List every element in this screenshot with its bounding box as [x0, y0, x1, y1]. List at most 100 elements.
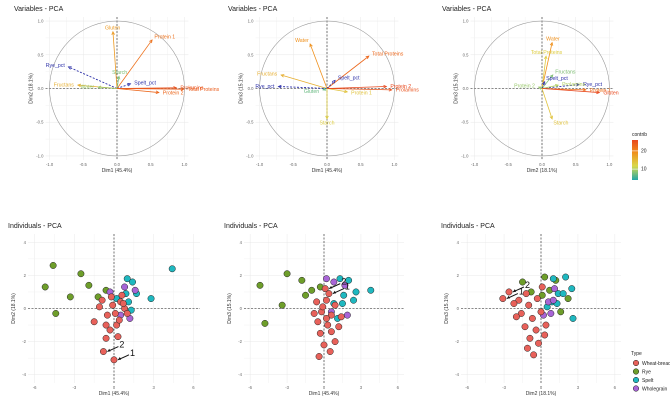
point-wheat-bread — [323, 296, 330, 304]
variable-arrow-prolamins: Prolamins — [541, 82, 586, 89]
point-wheat-bread — [321, 285, 329, 293]
y-tick-label: 1.0 — [248, 19, 254, 24]
point-spelt — [340, 291, 348, 299]
panel-title: Individuals - PCA — [441, 223, 495, 230]
point-wheat-bread — [109, 301, 117, 309]
y-tick-label: -1.0 — [246, 153, 254, 158]
x-tick-label: -0.5 — [505, 162, 513, 167]
point-wheat-bread — [331, 338, 339, 346]
variable-arrow-spelt-pct: Spelt_pct — [116, 80, 156, 89]
type-legend-item-wheat-bread: Wheat-bread — [632, 359, 670, 367]
arrow-head — [331, 79, 336, 84]
point-wheat-bread — [537, 308, 545, 316]
variable-label: Water — [80, 85, 94, 91]
y-tick-label: 0 — [240, 306, 243, 311]
point-wheat-bread — [526, 334, 534, 342]
arrow-head — [67, 66, 72, 70]
arrow-shaft — [541, 81, 546, 89]
point-rye — [557, 308, 565, 316]
point-wheat-bread — [538, 283, 546, 291]
x-tick-label: -1.0 — [46, 162, 54, 167]
panel-5: Individuals - PCA -6 -3 0 3 6 -4 -2 0 2 4 Dim1 (45.… — [224, 223, 404, 397]
point-wheat-bread — [522, 290, 530, 298]
variable-arrow-rye-pct: Rye_pct — [541, 82, 603, 89]
point-wheat-bread — [505, 288, 513, 296]
x-tick-label: -0.5 — [80, 162, 88, 167]
variable-label: Gluten — [603, 91, 618, 97]
point-wheat-bread — [110, 356, 118, 364]
arrow-head — [554, 83, 560, 88]
arrow-head — [325, 115, 329, 120]
point-rye — [49, 262, 57, 269]
point-rye — [541, 273, 549, 281]
x-tick-label: -3 — [502, 385, 506, 390]
point-wholegrain — [547, 310, 555, 317]
variable-arrow-starch: Starch — [541, 88, 568, 126]
point-wheat-bread — [111, 310, 119, 317]
point-rye — [538, 291, 546, 299]
y-tick-label: 2 — [457, 273, 460, 278]
point-wheat-bread — [103, 311, 111, 319]
arrow-shaft — [112, 31, 118, 89]
point-spelt — [345, 276, 353, 284]
correlation-circle — [49, 20, 185, 157]
x-axis-title: Dim1 (45.4%) — [99, 391, 130, 397]
point-wheat-bread — [542, 321, 550, 329]
legend-label: Rye — [642, 369, 651, 375]
point-wheat-bread — [95, 303, 103, 311]
x-tick-label: 6 — [192, 385, 195, 390]
point-label: 2 — [525, 280, 530, 290]
correlation-circle — [474, 20, 610, 157]
point-wheat-bread — [99, 348, 107, 355]
y-axis-title: Dim2 (18.1%) — [11, 293, 17, 324]
y-tick-label: -2 — [238, 339, 242, 344]
type-legend-title: Type — [631, 351, 642, 357]
type-legend-item-wholegrain: Wholegrain — [632, 385, 668, 392]
variable-label: Protein 2 — [390, 84, 411, 90]
point-wheat-bread — [314, 318, 322, 326]
x-tick-label: -1.0 — [471, 162, 479, 167]
point-spelt — [147, 295, 155, 303]
point-wheat-bread — [98, 296, 106, 304]
annotation-arrowhead — [332, 290, 337, 294]
y-axis-title: Dim2 (18.1%) — [29, 73, 35, 104]
panel-title: Variables - PCA — [228, 6, 278, 13]
arrow-head — [383, 84, 388, 89]
variable-arrow-water: Water — [295, 38, 328, 89]
point-annotation-1: 1 — [332, 282, 350, 295]
point-rye — [298, 276, 306, 284]
y-axis-title: Dim3 (15.1%) — [454, 73, 460, 104]
arrow-head — [111, 30, 115, 35]
y-tick-label: 0.5 — [248, 52, 254, 57]
x-tick-label: 3 — [153, 385, 156, 390]
arrow-head — [596, 90, 601, 95]
legend-label: Wheat-bread — [642, 361, 670, 367]
arrow-head — [575, 83, 581, 87]
x-axis-title: Dim1 (45.4%) — [312, 168, 343, 174]
point-label: 2 — [119, 340, 124, 350]
legend-label: Wholegrain — [642, 386, 668, 392]
panel-2: Variables - PCA -1.0 -0.5 0.0 0.5 1.0 -1.0 -0.5… — [228, 6, 419, 174]
point-wheat-bread — [510, 300, 518, 307]
y-tick-label: -1.0 — [461, 153, 469, 158]
arrow-shaft — [326, 55, 370, 89]
arrow-head — [549, 74, 554, 79]
point-wheat-bread — [123, 310, 131, 317]
x-tick-label: 0 — [113, 385, 116, 390]
point-wheat-bread — [533, 295, 541, 303]
y-axis-title: Dim3 (15.1%) — [444, 293, 450, 324]
arrow-shaft — [326, 88, 348, 93]
point-wheat-bread — [320, 341, 328, 349]
point-rye — [564, 295, 572, 303]
point-wheat-bread — [530, 351, 538, 359]
y-axis-title: Dim3 (15.1%) — [239, 73, 245, 104]
arrow-head — [149, 39, 153, 44]
arrow-head — [155, 90, 160, 95]
panel-4: Individuals - PCA -6 -3 0 3 6 -4 -2 0 2 4 Dim1 (45.… — [8, 223, 200, 397]
arrow-head — [309, 43, 313, 48]
arrow-head — [344, 89, 349, 94]
point-rye — [519, 278, 526, 286]
point-wheat-bread — [325, 290, 333, 298]
arrow-head — [537, 86, 542, 90]
y-tick-label: -1.0 — [36, 153, 44, 158]
